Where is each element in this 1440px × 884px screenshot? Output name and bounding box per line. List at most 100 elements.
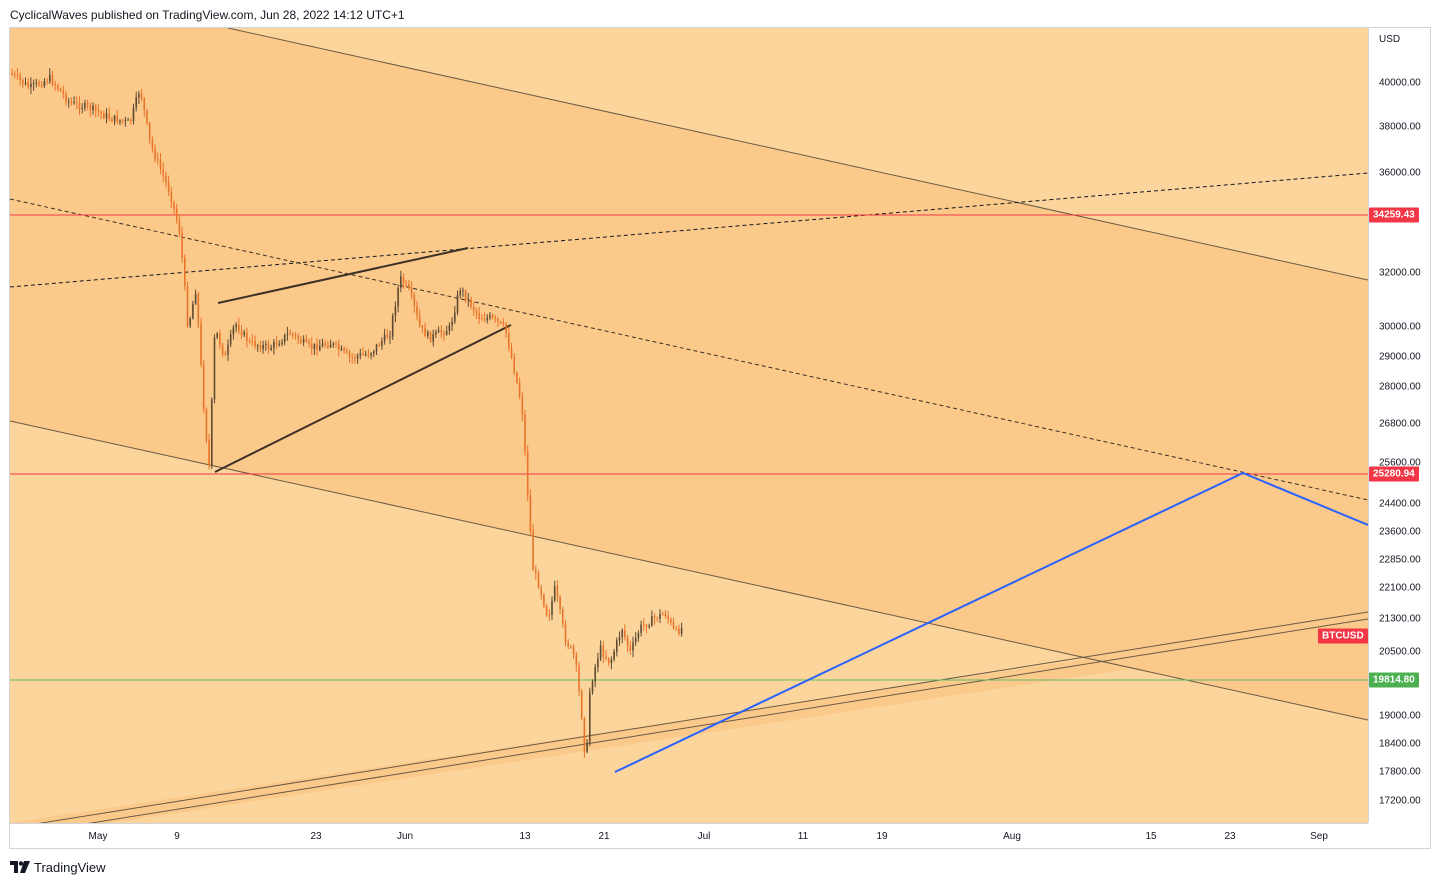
candle-body	[232, 327, 235, 335]
candle-body	[200, 323, 202, 365]
candle-body	[394, 306, 397, 316]
candle-body	[532, 530, 534, 570]
candle-body	[105, 113, 108, 119]
channel-lower-line[interactable]	[10, 420, 1368, 721]
candle-body	[89, 105, 92, 111]
candle-body	[586, 742, 588, 752]
candle-body	[240, 331, 243, 336]
price-tick: 17200.00	[1379, 795, 1421, 807]
candle-body	[659, 613, 661, 619]
candle-body	[643, 624, 645, 626]
candle-body	[40, 84, 43, 87]
time-tick: 21	[598, 831, 610, 842]
candle-body	[553, 586, 556, 601]
candle-body	[383, 334, 386, 342]
candle-body	[448, 325, 451, 331]
price-chart[interactable]	[10, 28, 1368, 823]
wedge-upper-line[interactable]	[217, 247, 469, 304]
candle-body	[618, 636, 621, 641]
candle-body	[616, 640, 618, 652]
candle-body	[251, 340, 254, 342]
candle-body	[159, 159, 162, 170]
candle-body	[572, 646, 575, 655]
projection-path[interactable]	[614, 471, 1368, 773]
time-tick: 19	[876, 831, 888, 842]
candle-body	[78, 102, 81, 110]
candle-body	[308, 341, 310, 344]
candle-body	[197, 293, 200, 324]
tradingview-footer[interactable]: TradingView	[10, 858, 106, 876]
candle-body	[148, 123, 151, 140]
candle-body	[578, 665, 580, 692]
candle-body	[143, 98, 146, 111]
candle-body	[205, 409, 208, 441]
candle-body	[57, 85, 59, 90]
candle-body	[194, 293, 197, 304]
candle-body	[397, 287, 399, 307]
candle-body	[351, 356, 353, 358]
candle-body	[22, 79, 24, 84]
candle-body	[478, 313, 480, 319]
candle-body	[524, 414, 526, 452]
support-price-flag[interactable]: 25280.94	[1369, 466, 1419, 482]
candle-body	[391, 315, 394, 337]
candle-body	[543, 594, 545, 606]
candle-body	[262, 344, 264, 350]
candle-body	[35, 82, 38, 84]
candle-body	[84, 102, 86, 109]
symbol-flag[interactable]: BTCUSD	[1318, 628, 1368, 644]
price-tick: 40000.00	[1379, 77, 1421, 89]
candle-body	[189, 318, 191, 326]
price-tick: 29000.00	[1379, 351, 1421, 363]
tradingview-logo-icon	[10, 861, 30, 873]
candle-body	[634, 637, 637, 643]
candlestick-series	[11, 68, 683, 758]
support-line-a[interactable]	[10, 611, 1368, 823]
candle-body	[567, 642, 569, 647]
candle-body	[281, 342, 283, 344]
resistance-price-flag[interactable]: 34259.43	[1369, 207, 1419, 223]
candle-body	[610, 659, 613, 664]
candle-body	[491, 315, 494, 318]
candle-body	[70, 101, 73, 103]
candle-body	[540, 587, 542, 595]
time-axis[interactable]: May 9 23 Jun 13 21 Jul 11 19 Aug 15 23 S…	[10, 823, 1368, 848]
candle-body	[184, 257, 186, 287]
candle-body	[340, 348, 343, 350]
price-tick: 28000.00	[1379, 381, 1421, 393]
price-axis[interactable]: USD 40000.00 38000.00 36000.00 32000.00 …	[1368, 28, 1430, 823]
candle-body	[521, 397, 524, 415]
candle-body	[286, 333, 289, 335]
candle-body	[92, 105, 94, 111]
candle-body	[454, 312, 456, 322]
candle-body	[640, 624, 642, 633]
candle-body	[11, 73, 13, 75]
candle-body	[607, 658, 610, 664]
candle-body	[343, 348, 345, 351]
candle-body	[229, 334, 232, 345]
candle-body	[459, 290, 461, 296]
candle-body	[502, 322, 505, 324]
candle-body	[30, 83, 32, 88]
candle-body	[208, 440, 210, 466]
candle-body	[292, 333, 294, 335]
dashed-rising-line[interactable]	[10, 172, 1368, 288]
candle-body	[108, 113, 110, 119]
candle-body	[418, 315, 421, 327]
candle-body	[375, 344, 378, 352]
chart-plot-area[interactable]	[10, 28, 1368, 823]
candle-body	[329, 344, 332, 348]
wedge-lower-line[interactable]	[214, 324, 512, 473]
price-tick: 22850.00	[1379, 554, 1421, 566]
green-level-price-flag[interactable]: 19814.80	[1369, 672, 1419, 688]
dashed-falling-line[interactable]	[10, 198, 1368, 501]
channel-upper-line[interactable]	[227, 28, 1368, 281]
candle-body	[410, 288, 413, 295]
candle-body	[124, 119, 127, 122]
candle-body	[235, 324, 237, 328]
candle-body	[440, 330, 443, 333]
candle-body	[67, 101, 70, 103]
support-line-b[interactable]	[10, 618, 1368, 823]
candle-body	[364, 354, 367, 356]
candle-body	[656, 618, 659, 620]
